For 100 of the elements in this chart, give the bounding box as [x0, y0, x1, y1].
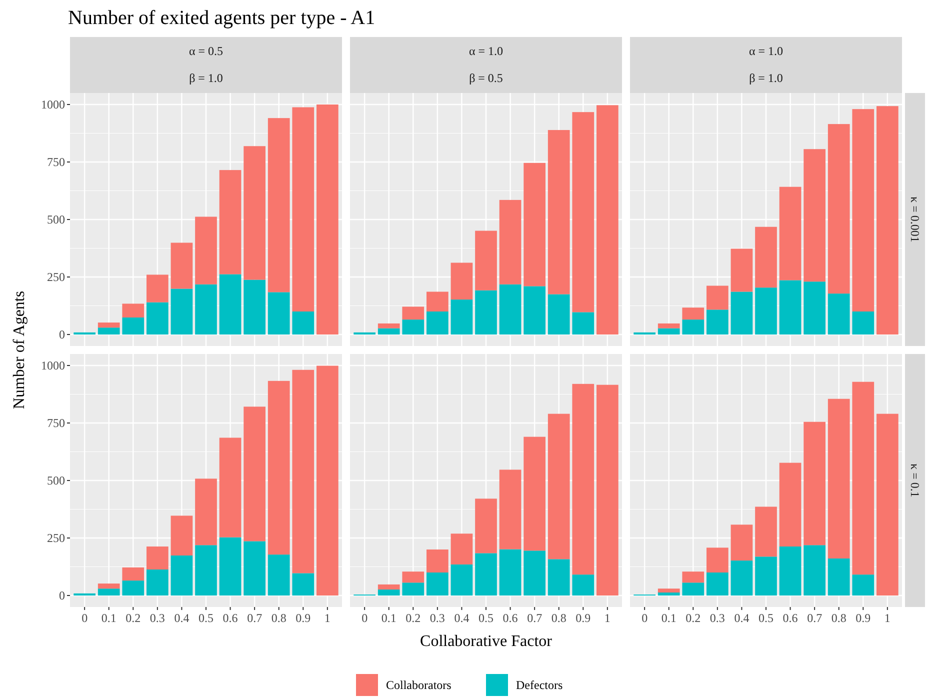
bar: [450, 534, 473, 564]
bar: [730, 248, 753, 292]
bar: [268, 292, 290, 334]
bar: [804, 282, 826, 334]
bar: [852, 574, 874, 596]
bar: [682, 308, 704, 320]
bar: [292, 312, 314, 334]
y-tick-label: 250: [47, 531, 65, 546]
bar: [98, 322, 120, 328]
bar: [682, 320, 704, 334]
bar: [268, 118, 290, 292]
x-tick-label: 0.1: [101, 611, 116, 625]
bar: [682, 582, 704, 596]
x-axis-title: Collaborative Factor: [420, 633, 553, 650]
bar: [706, 548, 728, 572]
chart-subtitle: β = 1.0: [189, 71, 223, 85]
bar: [146, 274, 168, 302]
bar: [852, 382, 874, 575]
bar: [122, 317, 144, 334]
legend-label: Collaborators: [386, 678, 452, 692]
y-tick-label: 0: [59, 588, 65, 603]
bar: [596, 384, 618, 596]
bar: [122, 580, 144, 596]
x-tick-label: 0.7: [807, 611, 822, 625]
y-tick-label: 500: [47, 474, 65, 488]
bar: [426, 550, 448, 572]
bar: [755, 556, 777, 596]
x-tick-label: 0.3: [710, 611, 725, 625]
bar: [804, 149, 826, 282]
bar: [572, 574, 594, 596]
bar: [122, 567, 144, 581]
bar: [730, 560, 753, 596]
x-tick-label: 0.7: [247, 611, 262, 625]
x-tick-label: 0.2: [686, 611, 701, 625]
x-tick-label: 0.4: [174, 611, 190, 625]
y-tick-label: 1000: [41, 98, 65, 112]
bar: [779, 280, 802, 334]
bar: [146, 302, 168, 334]
y-axis-title: Number of Agents: [11, 290, 28, 410]
bar: [548, 414, 570, 560]
bar: [876, 106, 898, 334]
bar: [828, 398, 850, 558]
bar: [658, 328, 680, 334]
x-tick-label: 0.6: [502, 611, 518, 625]
bar: [450, 262, 473, 300]
bar: [378, 590, 400, 596]
x-tick-label: 0.4: [734, 611, 750, 625]
chart-title: α = 1.0: [468, 44, 504, 58]
bar: [195, 478, 217, 546]
x-tick-label: 0.2: [406, 611, 421, 625]
bar: [572, 312, 594, 334]
bar: [292, 107, 314, 312]
x-tick-label: 0.9: [576, 611, 591, 625]
bar: [706, 572, 728, 596]
bar: [244, 541, 266, 596]
bar: [852, 109, 874, 312]
bar: [779, 462, 802, 547]
x-tick-label: 0.2: [126, 611, 141, 625]
bar: [268, 380, 290, 555]
bar: [244, 406, 266, 542]
bar: [170, 242, 193, 289]
bar: [402, 306, 424, 320]
text: Number of exited agents per type - A1: [68, 7, 376, 29]
bar: [475, 290, 497, 334]
x-tick-label: 0.5: [198, 611, 214, 625]
bar: [426, 572, 448, 596]
bar: [244, 280, 266, 334]
bar: [378, 323, 400, 328]
bar: [730, 524, 753, 561]
x-tick-label: 1: [884, 611, 890, 625]
bar: [828, 124, 850, 294]
bar: [426, 312, 448, 334]
bar: [804, 422, 826, 546]
bar: [170, 555, 193, 596]
bar: [98, 588, 120, 596]
bar: [499, 549, 522, 596]
x-tick-label: 1: [604, 611, 610, 625]
x-tick-label: 0: [362, 611, 368, 625]
x-tick-label: 0.5: [758, 611, 774, 625]
bar: [706, 286, 728, 310]
bar: [730, 292, 753, 334]
legend-label: Defectors: [516, 678, 563, 692]
bar: [682, 572, 704, 583]
x-tick-label: 0.7: [527, 611, 542, 625]
x-tick-label: 1: [324, 611, 330, 625]
bar: [292, 573, 314, 596]
bar: [524, 162, 546, 286]
bar: [316, 104, 338, 334]
bar: [378, 584, 400, 590]
bar: [524, 436, 546, 551]
bar: [596, 105, 618, 334]
bar: [195, 284, 217, 334]
x-tick-label: 0.9: [296, 611, 311, 625]
y-tick-label: 750: [47, 155, 65, 170]
x-tick-label: 0.8: [271, 611, 286, 625]
x-tick-label: 0: [642, 611, 648, 625]
bar: [852, 312, 874, 334]
bar: [475, 230, 497, 290]
x-tick-label: 0.6: [222, 611, 238, 625]
bar: [450, 564, 473, 596]
